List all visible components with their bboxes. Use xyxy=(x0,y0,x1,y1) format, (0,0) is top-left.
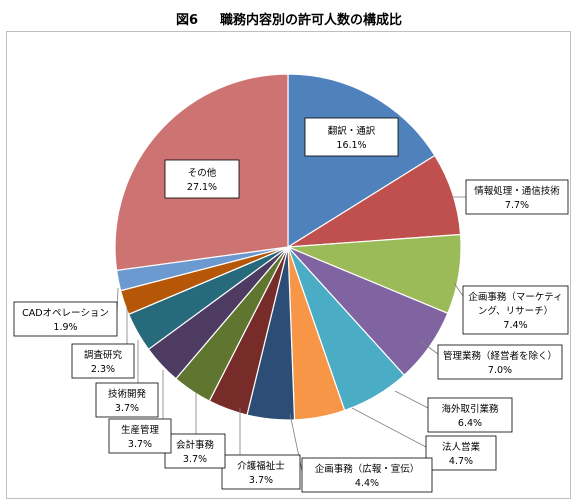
slice-value-label: 7.0% xyxy=(488,365,512,376)
leader-line xyxy=(419,340,439,355)
slice-value-label: 3.7% xyxy=(249,475,273,486)
label-box xyxy=(465,179,569,215)
slice-value-label: 4.7% xyxy=(449,456,473,467)
slice-label: CADオペレーション 1.9% xyxy=(13,301,118,337)
label-box xyxy=(462,285,569,335)
slice-label: 技術開発 3.7% xyxy=(95,382,159,418)
leader-line xyxy=(351,407,427,448)
slice-label: 法人営業 4.7% xyxy=(425,435,497,471)
label-box xyxy=(221,454,301,490)
slice-category-label: ング、リサーチ） xyxy=(478,305,553,317)
slice-value-label: 16.1% xyxy=(336,140,366,151)
label-box xyxy=(164,433,226,469)
slice-label: 管理業務（経営者を除く） 7.0% xyxy=(437,344,563,380)
label-box xyxy=(71,343,135,379)
slice-category-label: 企画事務（広報・宣伝） xyxy=(315,463,420,475)
slice-value-label: 1.9% xyxy=(53,322,77,333)
slice-value-label: 3.7% xyxy=(128,439,152,450)
figure-number: 図6 xyxy=(175,13,199,28)
slice-value-label: 7.7% xyxy=(505,200,529,211)
slice-label: 情報処理・通信技術 7.7% xyxy=(465,179,569,215)
slice-value-label: 3.7% xyxy=(115,403,139,414)
slice-category-label: 管理業務（経営者を除く） xyxy=(443,350,557,362)
slice-category-label: 生産管理 xyxy=(121,424,160,436)
slice-value-label: 2.3% xyxy=(91,364,115,375)
label-box xyxy=(437,344,563,380)
leader-line xyxy=(453,282,464,297)
slice-label: 企画事務（広報・宣伝） 4.4% xyxy=(301,457,433,493)
slice-category-label: 情報処理・通信技術 xyxy=(474,185,560,197)
slice-category-label: その他 xyxy=(188,167,217,179)
label-box xyxy=(301,457,433,493)
label-box xyxy=(427,397,513,433)
label-box xyxy=(304,117,399,157)
pie-slice xyxy=(287,73,436,249)
label-box xyxy=(13,301,118,337)
slice-category-label: 技術開発 xyxy=(108,388,147,400)
slice-label: その他 27.1% xyxy=(164,159,240,199)
label-box xyxy=(95,382,159,418)
slice-value-label: 7.4% xyxy=(503,320,527,331)
slice-value-label: 27.1% xyxy=(187,182,217,193)
label-box xyxy=(164,159,240,199)
slice-category-label: 法人営業 xyxy=(442,441,481,453)
slice-category-label: 翻訳・通訳 xyxy=(328,125,376,137)
slice-label: 介護福祉士 3.7% xyxy=(221,454,301,490)
chart-title: 図6 職務内容別の許可人数の構成比 xyxy=(0,9,578,28)
leader-line xyxy=(394,390,429,409)
label-box xyxy=(108,418,172,454)
slice-label: 生産管理 3.7% xyxy=(108,418,172,454)
slice-category-label: 企画事務（マーケティ xyxy=(468,291,562,303)
label-box xyxy=(425,435,497,471)
slice-category-label: 介護福祉士 xyxy=(237,460,285,472)
slice-label: 調査研究 2.3% xyxy=(71,343,135,379)
chart-frame xyxy=(6,31,571,499)
slice-value-label: 4.4% xyxy=(355,478,379,489)
chart-title-text: 職務内容別の許可人数の構成比 xyxy=(220,13,403,28)
slice-category-label: 調査研究 xyxy=(84,349,123,361)
slice-value-label: 6.4% xyxy=(458,418,482,429)
slice-category-label: CADオペレーション xyxy=(22,308,109,319)
slice-label: 海外取引業務 6.4% xyxy=(427,397,513,433)
slice-value-label: 3.7% xyxy=(183,454,207,465)
slice-category-label: 海外取引業務 xyxy=(441,403,499,415)
slice-label: 会計事務 3.7% xyxy=(164,433,226,469)
slice-category-label: 会計事務 xyxy=(176,439,215,451)
slice-label: 翻訳・通訳 16.1% xyxy=(304,117,399,157)
